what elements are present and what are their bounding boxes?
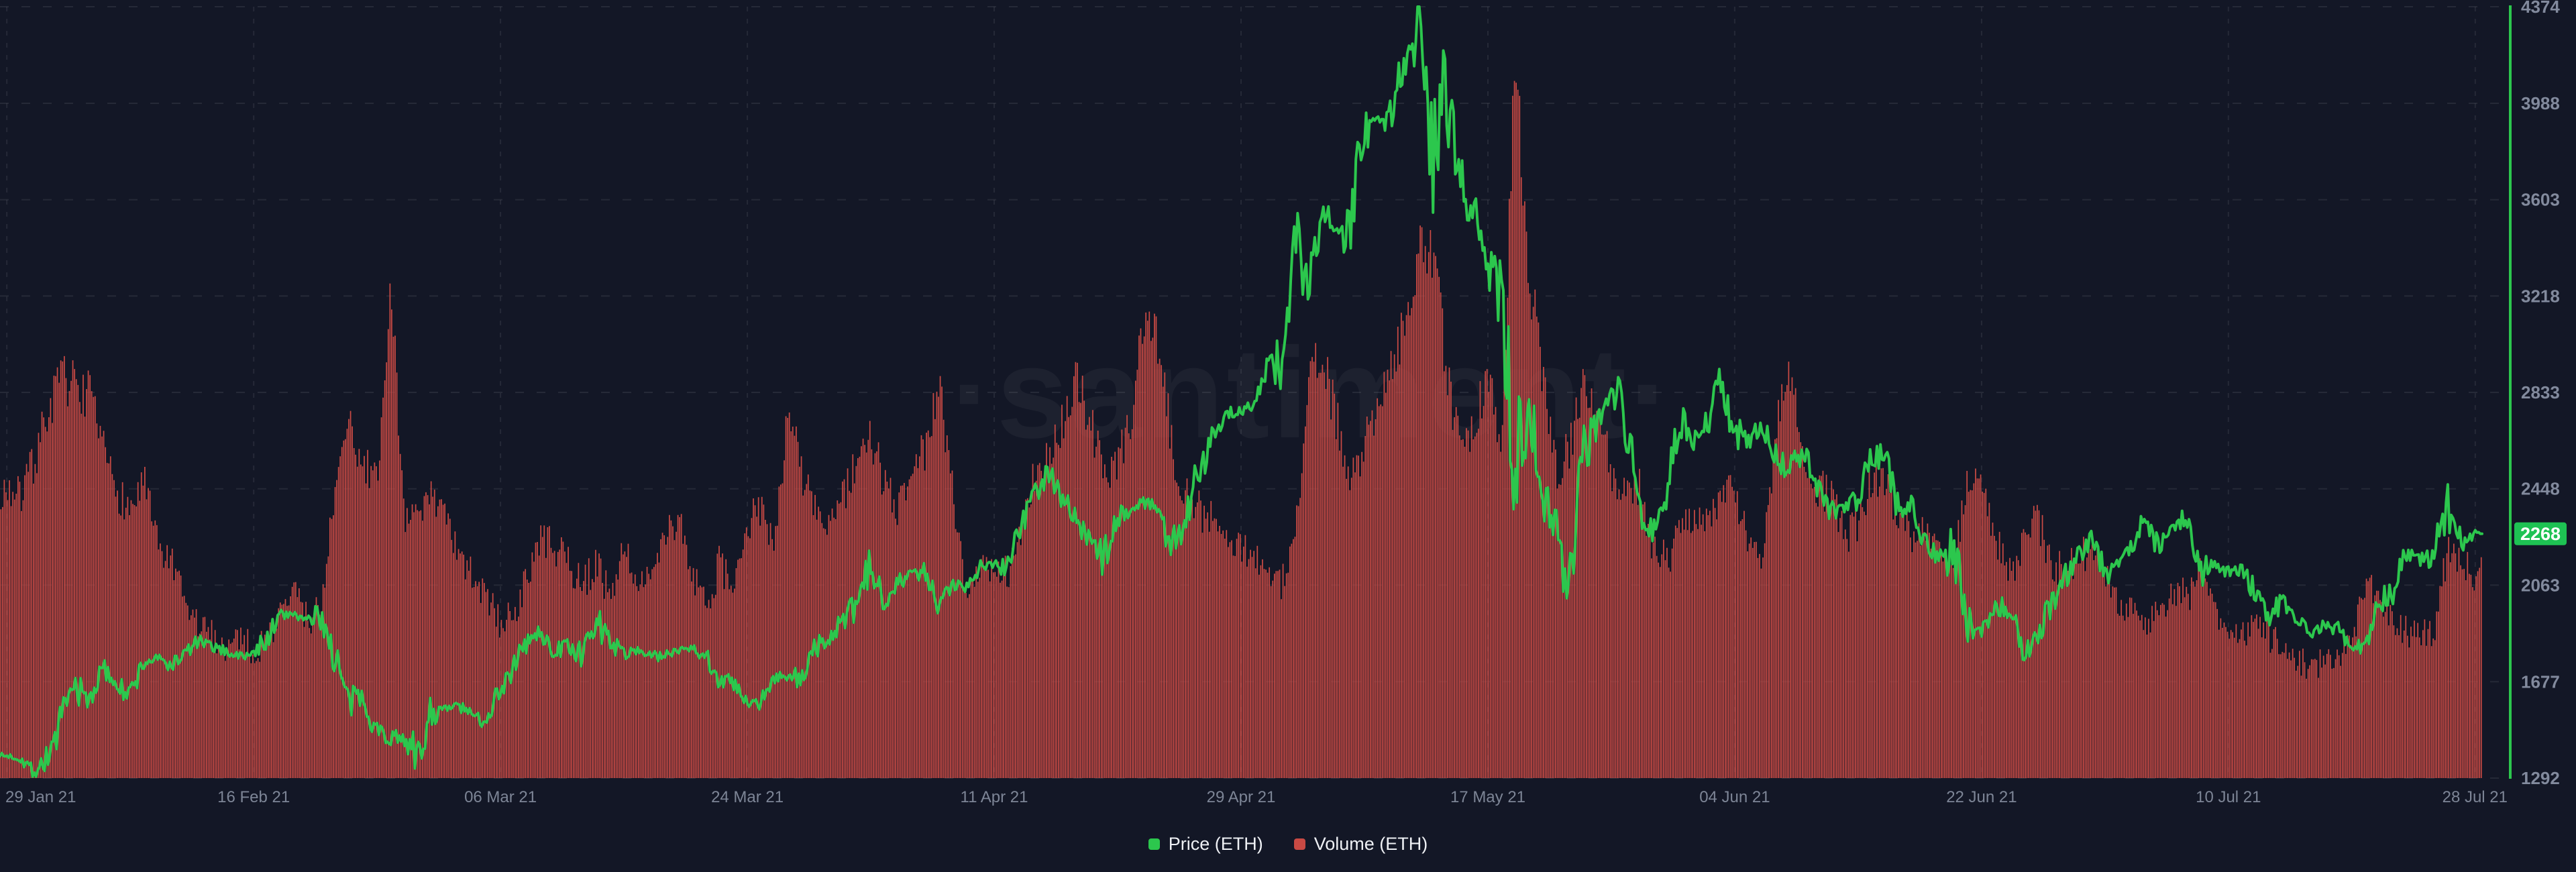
x-axis-date-label: 29 Jan 21	[5, 788, 76, 806]
y-axis-labels: 4374 3988 3603 3218 2833 2448 2063 1677 1292	[2521, 0, 2560, 788]
x-axis-date-label: 28 Jul 21	[2443, 788, 2508, 806]
x-axis-date-label: 06 Mar 21	[464, 788, 537, 806]
current-price-badge: 2268	[2514, 522, 2567, 545]
price-series-swatch-icon	[1148, 838, 1160, 850]
y-axis-tick-label: 3218	[2521, 286, 2560, 306]
x-axis-date-label: 16 Feb 21	[217, 788, 290, 806]
y-axis-tick-label: 3988	[2521, 93, 2560, 113]
price-line-series	[0, 5, 2483, 778]
y-axis-tick-label: 1677	[2521, 671, 2560, 692]
svg-text:2268: 2268	[2520, 524, 2561, 544]
legend-item-volume[interactable]: Volume (ETH)	[1293, 833, 1428, 855]
chart-legend: Price (ETH) Volume (ETH)	[0, 829, 2576, 859]
watermark: ·santiment·	[951, 321, 1675, 465]
x-axis-date-label: 22 Jun 21	[1946, 788, 2017, 806]
plot-area[interactable]	[0, 7, 2509, 778]
y-axis-tick-label: 2833	[2521, 382, 2560, 402]
x-axis-labels: 29 Jan 21 16 Feb 21 06 Mar 21 24 Mar 21 11 A…	[5, 788, 2508, 806]
x-axis-date-label: 29 Apr 21	[1207, 788, 1276, 806]
y-axis-tick-label: 2448	[2521, 479, 2560, 499]
volume-series-swatch-icon	[1293, 838, 1305, 850]
y-axis-tick-label: 3603	[2521, 190, 2560, 210]
x-axis-date-label: 24 Mar 21	[711, 788, 784, 806]
x-axis-date-label: 17 May 21	[1450, 788, 1525, 806]
y-axis-tick-label: 4374	[2521, 0, 2560, 17]
y-axis-tick-label: 1292	[2521, 768, 2560, 788]
legend-item-price[interactable]: Price (ETH)	[1148, 834, 1263, 855]
legend-label-price: Price (ETH)	[1168, 833, 1263, 854]
x-axis-date-label: 10 Jul 21	[2196, 788, 2261, 806]
x-axis-date-label: 04 Jun 21	[1699, 788, 1770, 806]
x-axis-date-label: 11 Apr 21	[961, 788, 1028, 806]
y-axis-tick-label: 2063	[2521, 575, 2560, 595]
legend-label-volume: Volume (ETH)	[1313, 833, 1428, 854]
